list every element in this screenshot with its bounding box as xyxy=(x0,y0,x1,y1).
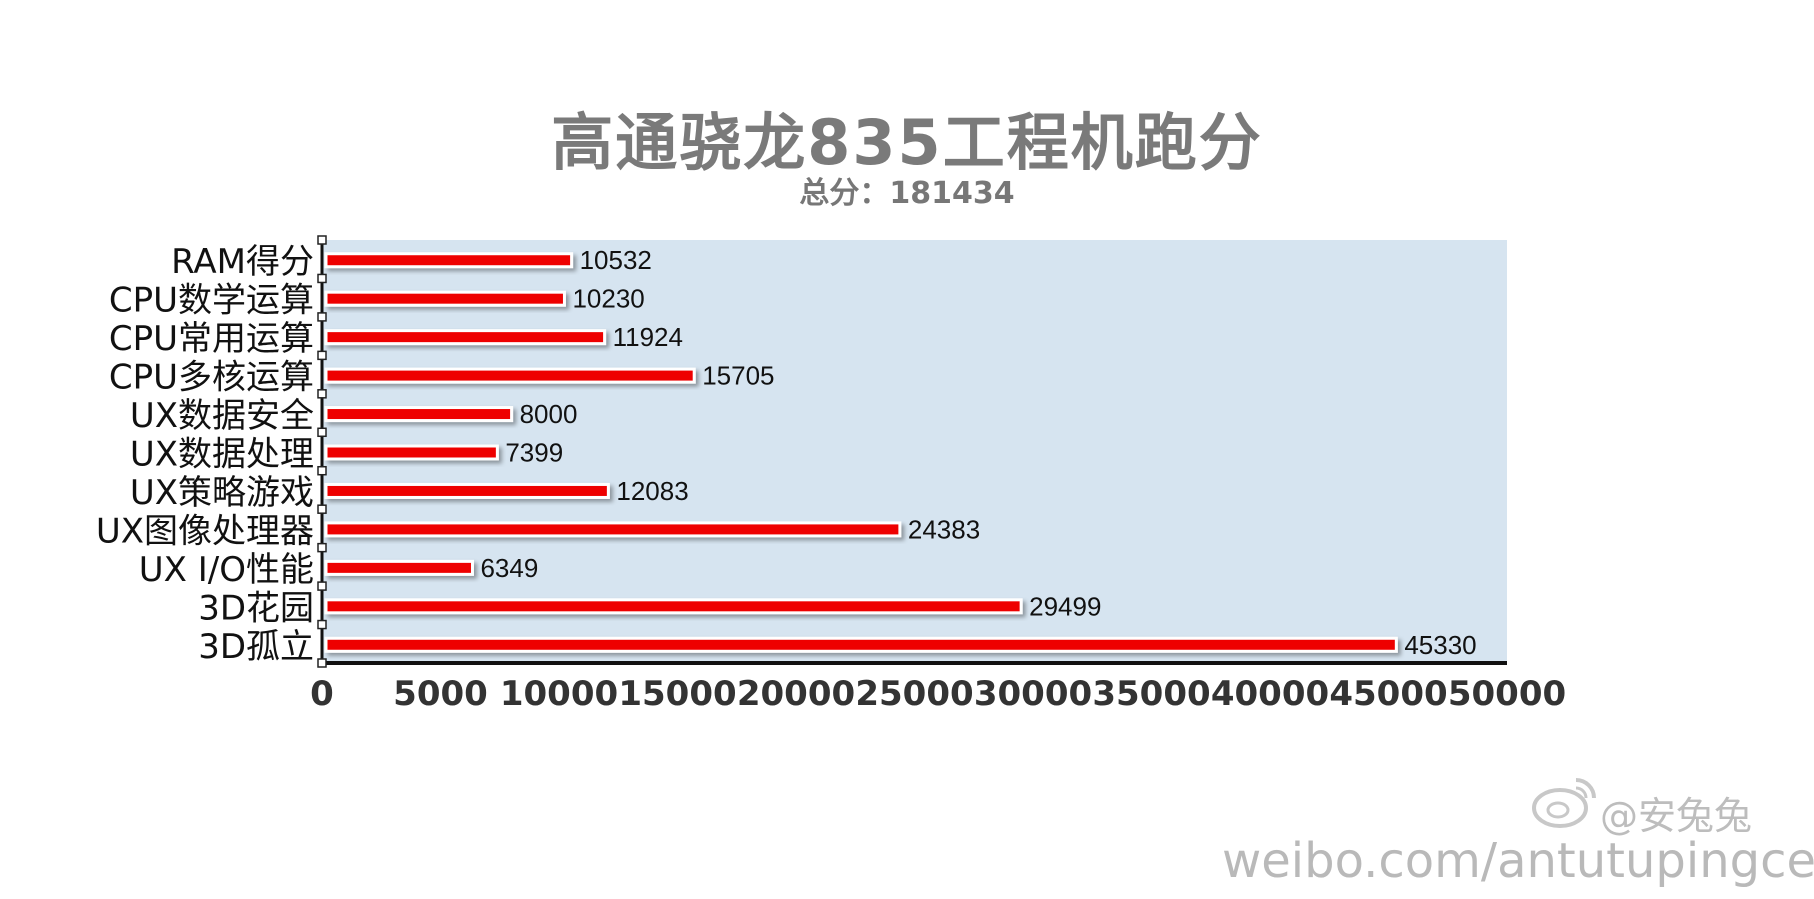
x-tick-label: 50000 xyxy=(1448,674,1566,714)
category-label: CPU多核运算 xyxy=(109,358,314,398)
x-tick-label: 30000 xyxy=(974,674,1092,714)
data-label: 7399 xyxy=(505,438,563,468)
axis-handle xyxy=(317,235,327,245)
axis-handle xyxy=(317,350,327,361)
x-tick-label: 20000 xyxy=(737,674,855,714)
data-label: 10230 xyxy=(572,284,644,314)
x-tick-label: 45000 xyxy=(1329,674,1447,714)
bar xyxy=(324,559,474,576)
category-label: 3D孤立 xyxy=(198,627,314,667)
x-tick-label: 5000 xyxy=(393,674,488,714)
bar xyxy=(324,329,607,346)
bar xyxy=(324,252,574,269)
chart-title: 高通骁龙835工程机跑分 xyxy=(551,106,1263,179)
category-label: 3D花园 xyxy=(198,588,314,628)
data-label: 12083 xyxy=(616,476,688,506)
data-label: 10532 xyxy=(580,245,652,275)
weibo-logo-icon xyxy=(1532,778,1596,828)
bar xyxy=(324,598,1023,615)
data-label: 45330 xyxy=(1404,630,1476,660)
chart-subtitle: 总分：181434 xyxy=(799,176,1015,211)
bar xyxy=(324,290,566,307)
x-tick-label: 25000 xyxy=(855,674,973,714)
x-tick-label: 35000 xyxy=(1092,674,1210,714)
axis-handle xyxy=(317,504,327,514)
data-label: 6349 xyxy=(480,553,538,583)
category-label: CPU常用运算 xyxy=(109,319,314,359)
category-label: RAM得分 xyxy=(171,242,314,282)
bar xyxy=(324,367,696,384)
bar xyxy=(324,482,610,499)
data-label: 29499 xyxy=(1029,591,1101,621)
axis-handle xyxy=(317,465,327,476)
axis-handle xyxy=(317,273,327,284)
x-tick-label: 10000 xyxy=(500,674,618,714)
category-label: UX图像处理器 xyxy=(96,511,314,551)
axis-handle xyxy=(317,542,327,553)
category-label: UX数据安全 xyxy=(130,396,314,436)
axis-handle xyxy=(317,658,327,668)
category-label: UX I/O性能 xyxy=(139,550,314,590)
axis-handle xyxy=(317,619,327,630)
watermark-handle: @安兔兔 xyxy=(1600,794,1753,838)
category-label: UX策略游戏 xyxy=(130,473,314,513)
bar xyxy=(324,521,902,538)
data-label: 15705 xyxy=(702,361,774,391)
bar xyxy=(324,444,499,461)
bar xyxy=(324,636,1398,653)
category-label: UX数据处理 xyxy=(130,435,314,475)
data-label: 8000 xyxy=(520,399,578,429)
category-label: CPU数学运算 xyxy=(109,281,314,321)
axis-handle xyxy=(317,581,327,591)
axis-handle xyxy=(317,312,327,322)
x-tick-label: 0 xyxy=(310,674,334,714)
data-label: 11924 xyxy=(613,322,683,352)
watermark-url: weibo.com/antutupingce xyxy=(1222,833,1814,889)
data-label: 24383 xyxy=(908,514,980,544)
axis-handle xyxy=(317,389,327,399)
x-tick-label: 40000 xyxy=(1211,674,1329,714)
plot-area xyxy=(322,240,1507,663)
bar xyxy=(324,406,514,423)
x-tick-label: 15000 xyxy=(618,674,736,714)
axis-handle xyxy=(317,427,327,438)
